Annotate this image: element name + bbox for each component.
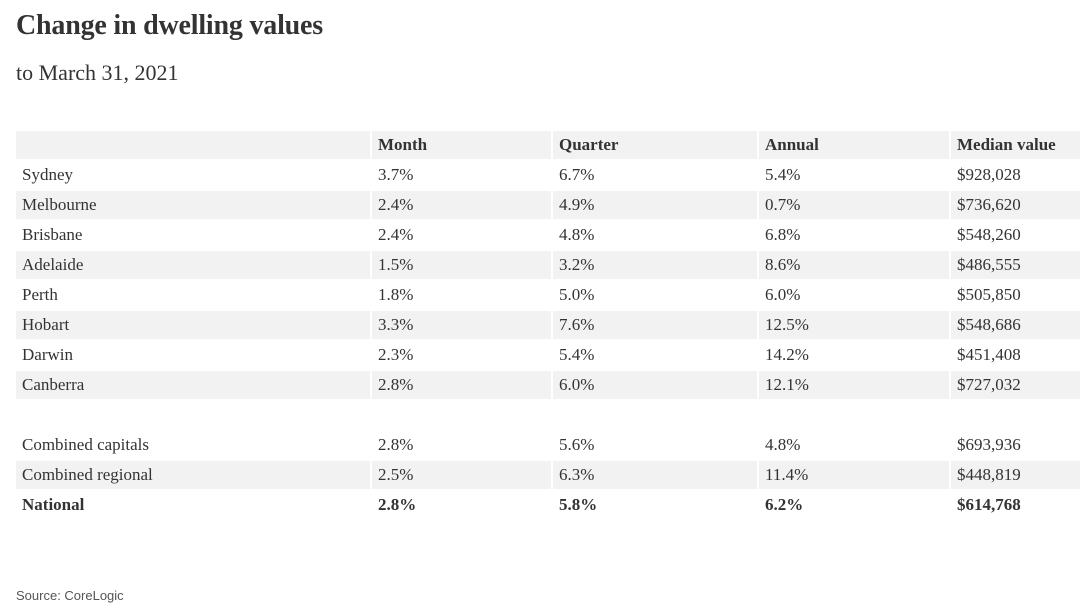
column-header: Median value: [951, 131, 1080, 159]
row-label-cell: Hobart: [16, 311, 370, 339]
value-cell: 5.4%: [553, 341, 757, 369]
row-label-cell: Melbourne: [16, 191, 370, 219]
group-spacer-row: [16, 401, 1080, 429]
table-row: Sydney 3.7% 6.7% 5.4% $928,028: [16, 161, 1080, 189]
value-cell: 5.6%: [553, 431, 757, 459]
spacer-cell: [372, 401, 551, 429]
value-cell: $693,936: [951, 431, 1080, 459]
table-header-row: Month Quarter Annual Median value: [16, 131, 1080, 159]
value-cell: $736,620: [951, 191, 1080, 219]
value-cell: 2.8%: [372, 491, 551, 519]
value-cell: 6.0%: [759, 281, 949, 309]
value-cell: $448,819: [951, 461, 1080, 489]
value-cell: $928,028: [951, 161, 1080, 189]
column-header: Annual: [759, 131, 949, 159]
row-label-cell: Brisbane: [16, 221, 370, 249]
value-cell: 4.9%: [553, 191, 757, 219]
value-cell: 7.6%: [553, 311, 757, 339]
value-cell: 0.7%: [759, 191, 949, 219]
value-cell: 3.3%: [372, 311, 551, 339]
table-row: Combined capitals 2.8% 5.6% 4.8% $693,936: [16, 431, 1080, 459]
table-row: Canberra 2.8% 6.0% 12.1% $727,032: [16, 371, 1080, 399]
column-header: Month: [372, 131, 551, 159]
value-cell: 14.2%: [759, 341, 949, 369]
value-cell: $727,032: [951, 371, 1080, 399]
value-cell: 6.3%: [553, 461, 757, 489]
value-cell: 12.1%: [759, 371, 949, 399]
chart-title: Change in dwelling values: [16, 10, 323, 41]
value-cell: 5.0%: [553, 281, 757, 309]
spacer-cell: [951, 401, 1080, 429]
chart-subtitle: to March 31, 2021: [16, 60, 179, 85]
value-cell: 2.3%: [372, 341, 551, 369]
spacer-cell: [16, 401, 370, 429]
row-label-cell: Canberra: [16, 371, 370, 399]
table-row: Darwin 2.3% 5.4% 14.2% $451,408: [16, 341, 1080, 369]
value-cell: 6.2%: [759, 491, 949, 519]
row-label-cell: Darwin: [16, 341, 370, 369]
value-cell: 2.5%: [372, 461, 551, 489]
value-cell: 5.8%: [553, 491, 757, 519]
value-cell: 5.4%: [759, 161, 949, 189]
value-cell: $614,768: [951, 491, 1080, 519]
row-label-cell: Combined capitals: [16, 431, 370, 459]
spacer-cell: [759, 401, 949, 429]
value-cell: 2.4%: [372, 191, 551, 219]
source-note: Source: CoreLogic: [16, 588, 124, 603]
value-cell: 6.0%: [553, 371, 757, 399]
table-row: Perth 1.8% 5.0% 6.0% $505,850: [16, 281, 1080, 309]
value-cell: $548,686: [951, 311, 1080, 339]
value-cell: 6.8%: [759, 221, 949, 249]
table-row: Combined regional 2.5% 6.3% 11.4% $448,819: [16, 461, 1080, 489]
table-row: Hobart 3.3% 7.6% 12.5% $548,686: [16, 311, 1080, 339]
spacer-cell: [553, 401, 757, 429]
row-label-cell: Sydney: [16, 161, 370, 189]
value-cell: 1.8%: [372, 281, 551, 309]
row-label-cell: Adelaide: [16, 251, 370, 279]
value-cell: $505,850: [951, 281, 1080, 309]
value-cell: 2.8%: [372, 431, 551, 459]
value-cell: 4.8%: [759, 431, 949, 459]
value-cell: 3.2%: [553, 251, 757, 279]
value-cell: $548,260: [951, 221, 1080, 249]
value-cell: 8.6%: [759, 251, 949, 279]
dwelling-values-table: Month Quarter Annual Median value Sydney…: [14, 129, 1080, 521]
table-row: Melbourne 2.4% 4.9% 0.7% $736,620: [16, 191, 1080, 219]
value-cell: 2.4%: [372, 221, 551, 249]
column-header: [16, 131, 370, 159]
value-cell: $486,555: [951, 251, 1080, 279]
table-body: Sydney 3.7% 6.7% 5.4% $928,028 Melbourne 2.4% 4…: [16, 161, 1080, 519]
row-label-cell: National: [16, 491, 370, 519]
row-label-cell: Perth: [16, 281, 370, 309]
value-cell: 6.7%: [553, 161, 757, 189]
table-row: Adelaide 1.5% 3.2% 8.6% $486,555: [16, 251, 1080, 279]
table-row: Brisbane 2.4% 4.8% 6.8% $548,260: [16, 221, 1080, 249]
value-cell: 2.8%: [372, 371, 551, 399]
value-cell: 12.5%: [759, 311, 949, 339]
value-cell: 1.5%: [372, 251, 551, 279]
table-row: National 2.8% 5.8% 6.2% $614,768: [16, 491, 1080, 519]
value-cell: $451,408: [951, 341, 1080, 369]
value-cell: 4.8%: [553, 221, 757, 249]
value-cell: 3.7%: [372, 161, 551, 189]
column-header: Quarter: [553, 131, 757, 159]
value-cell: 11.4%: [759, 461, 949, 489]
row-label-cell: Combined regional: [16, 461, 370, 489]
